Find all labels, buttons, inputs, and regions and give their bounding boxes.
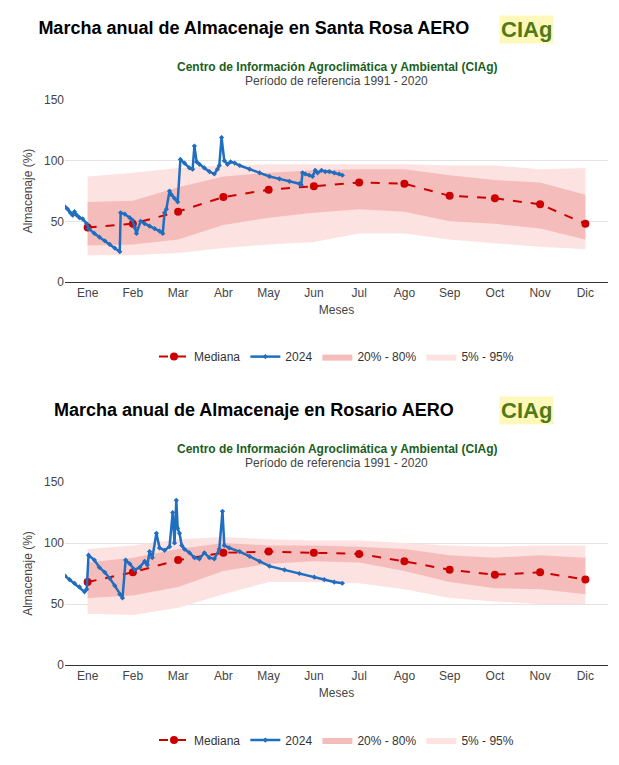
svg-text:50: 50 xyxy=(51,597,65,611)
svg-text:Abr: Abr xyxy=(214,669,233,683)
svg-text:Oct: Oct xyxy=(486,669,505,683)
svg-text:150: 150 xyxy=(44,475,64,489)
svg-text:Marcha anual de Almacenaje en: Marcha anual de Almacenaje en Rosario AE… xyxy=(54,400,454,420)
svg-text:Centro de Información Agroclim: Centro de Información Agroclimática y Am… xyxy=(177,60,497,74)
svg-text:CIAg: CIAg xyxy=(501,17,552,42)
svg-text:Ene: Ene xyxy=(77,669,99,683)
svg-text:20% - 80%: 20% - 80% xyxy=(357,350,416,364)
svg-text:May: May xyxy=(257,286,280,300)
svg-text:Almacenaje (%): Almacenaje (%) xyxy=(21,149,35,234)
svg-text:2024: 2024 xyxy=(285,734,312,748)
svg-text:Ene: Ene xyxy=(77,286,99,300)
svg-text:CIAg: CIAg xyxy=(501,398,552,423)
svg-text:0: 0 xyxy=(57,275,64,289)
svg-text:Nov: Nov xyxy=(529,669,550,683)
svg-text:Ago: Ago xyxy=(394,669,416,683)
svg-text:Meses: Meses xyxy=(319,686,354,700)
svg-text:Feb: Feb xyxy=(123,669,144,683)
svg-text:Dic: Dic xyxy=(577,286,594,300)
svg-text:Mediana: Mediana xyxy=(194,734,240,748)
svg-text:Centro de Información Agroclim: Centro de Información Agroclimática y Am… xyxy=(177,442,497,456)
svg-text:Jul: Jul xyxy=(351,669,366,683)
svg-text:Mar: Mar xyxy=(168,286,189,300)
svg-text:150: 150 xyxy=(44,93,64,107)
svg-text:Jun: Jun xyxy=(304,286,323,300)
svg-text:Ago: Ago xyxy=(394,286,416,300)
svg-text:Sep: Sep xyxy=(439,286,461,300)
svg-text:2024: 2024 xyxy=(285,350,312,364)
svg-text:Período de referencia 1991 - 2: Período de referencia 1991 - 2020 xyxy=(245,74,428,88)
svg-text:Jun: Jun xyxy=(304,669,323,683)
svg-text:Dic: Dic xyxy=(577,669,594,683)
svg-text:Jul: Jul xyxy=(351,286,366,300)
svg-text:Almacenaje (%): Almacenaje (%) xyxy=(21,531,35,616)
svg-text:50: 50 xyxy=(51,215,65,229)
svg-text:Meses: Meses xyxy=(319,303,354,317)
svg-text:5% - 95%: 5% - 95% xyxy=(461,734,513,748)
svg-text:20% - 80%: 20% - 80% xyxy=(357,734,416,748)
svg-text:Oct: Oct xyxy=(486,286,505,300)
svg-text:5% - 95%: 5% - 95% xyxy=(461,350,513,364)
svg-text:Mediana: Mediana xyxy=(194,350,240,364)
svg-text:Marcha anual de Almacenaje en: Marcha anual de Almacenaje en Santa Rosa… xyxy=(38,18,469,38)
svg-text:100: 100 xyxy=(44,154,64,168)
svg-text:Feb: Feb xyxy=(123,286,144,300)
svg-text:0: 0 xyxy=(57,658,64,672)
svg-text:Nov: Nov xyxy=(529,286,550,300)
svg-text:Sep: Sep xyxy=(439,669,461,683)
svg-text:100: 100 xyxy=(44,536,64,550)
svg-text:Abr: Abr xyxy=(214,286,233,300)
svg-text:Período de referencia 1991 - 2: Período de referencia 1991 - 2020 xyxy=(245,456,428,470)
svg-text:May: May xyxy=(257,669,280,683)
svg-text:Mar: Mar xyxy=(168,669,189,683)
